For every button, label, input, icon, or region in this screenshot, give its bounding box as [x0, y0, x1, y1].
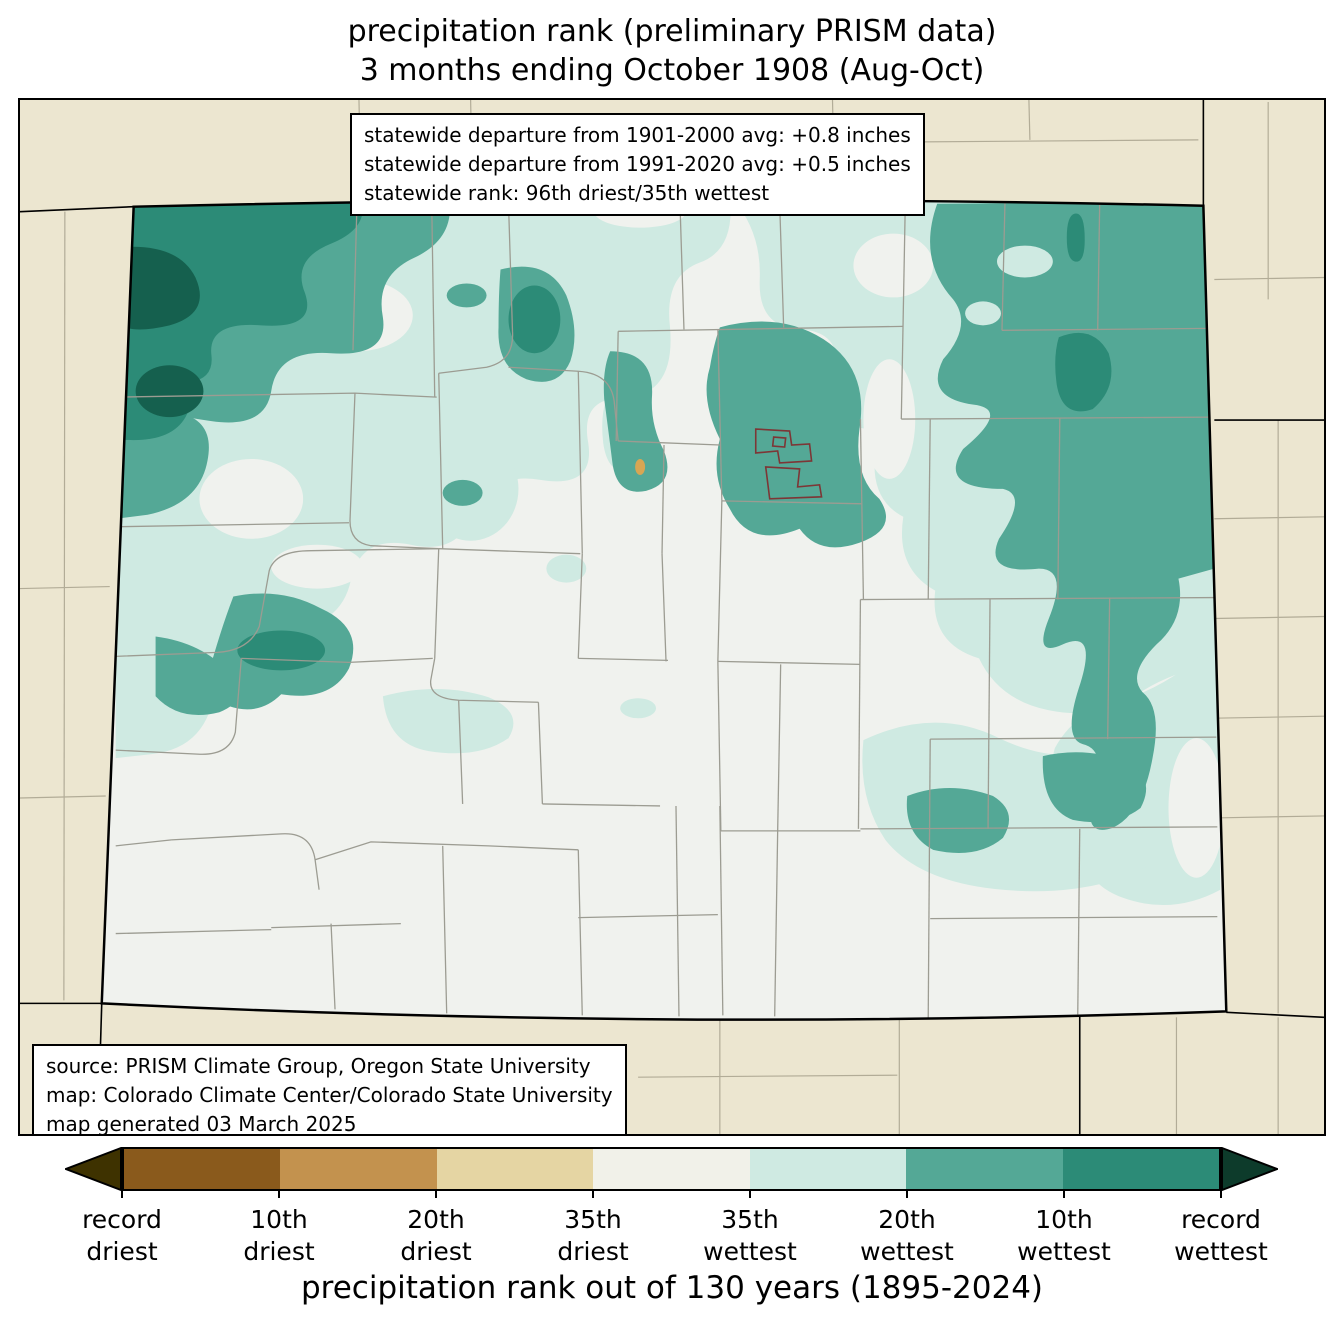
colorbar-segment	[124, 1149, 281, 1189]
colorbar-tick	[435, 1191, 437, 1198]
stats-line-3: statewide rank: 96th driest/35th wettest	[364, 181, 770, 205]
colorbar-segment	[1062, 1149, 1219, 1189]
colorbar-caption: precipitation rank out of 130 years (189…	[300, 1270, 1044, 1306]
source-line-3: map generated 03 March 2025	[46, 1112, 357, 1136]
colorbar-label-10th-driest: 10th driest	[243, 1205, 315, 1266]
colorbar-tick	[121, 1191, 123, 1198]
title-line-1: precipitation rank (preliminary PRISM da…	[347, 14, 997, 49]
stats-box: statewide departure from 1901-2000 avg: …	[350, 113, 925, 216]
colorbar-tick	[592, 1191, 594, 1198]
colorbar-label-20th-wettest: 20th wettest	[860, 1205, 954, 1266]
colorbar-segment	[593, 1149, 750, 1189]
colorbar-tick	[1063, 1191, 1065, 1198]
colorbar-segment	[906, 1149, 1063, 1189]
colorbar-segment	[436, 1149, 594, 1189]
colorbar-label-record-driest: record driest	[82, 1205, 162, 1266]
stats-line-1: statewide departure from 1901-2000 avg: …	[364, 123, 911, 147]
rank-record-wettest-areas	[115, 246, 204, 418]
colorbar-label-10th-wettest: 10th wettest	[1017, 1205, 1111, 1266]
title-line-2: 3 months ending October 1908 (Aug-Oct)	[359, 53, 985, 88]
colorbar-segment	[749, 1149, 907, 1189]
metro-county-lines	[754, 428, 823, 500]
source-line-1: source: PRISM Climate Group, Oregon Stat…	[46, 1054, 591, 1078]
colorbar-segments	[122, 1147, 1221, 1191]
source-line-2: map: Colorado Climate Center/Colorado St…	[46, 1083, 613, 1107]
map-canvas	[20, 100, 1324, 1134]
dry-spot	[635, 458, 646, 475]
county-lines	[115, 201, 1218, 1019]
light-accents	[965, 245, 1053, 326]
map-panel: statewide departure from 1901-2000 avg: …	[18, 98, 1326, 1136]
stats-line-2: statewide departure from 1991-2020 avg: …	[364, 152, 911, 176]
colorbar-segment	[280, 1149, 437, 1189]
colorbar	[65, 1147, 1278, 1191]
colorbar-label-20th-driest: 20th driest	[400, 1205, 472, 1266]
figure-title: precipitation rank (preliminary PRISM da…	[0, 12, 1344, 90]
colorbar-label-35th-wettest: 35th wettest	[703, 1205, 797, 1266]
colorbar-right-arrow-icon	[1221, 1147, 1278, 1191]
colorbar-tick	[906, 1191, 908, 1198]
precip-shading	[115, 199, 1225, 906]
neutral-accents	[1168, 738, 1225, 878]
colorbar-tick	[278, 1191, 280, 1198]
colorbar-tick	[749, 1191, 751, 1198]
colorbar-label-record-wettest: record wettest	[1174, 1205, 1268, 1266]
source-box: source: PRISM Climate Group, Oregon Stat…	[32, 1044, 627, 1136]
colorbar-label-35th-driest: 35th driest	[557, 1205, 629, 1266]
colorbar-left-arrow-icon	[65, 1147, 122, 1191]
colorbar-tick	[1220, 1191, 1222, 1198]
